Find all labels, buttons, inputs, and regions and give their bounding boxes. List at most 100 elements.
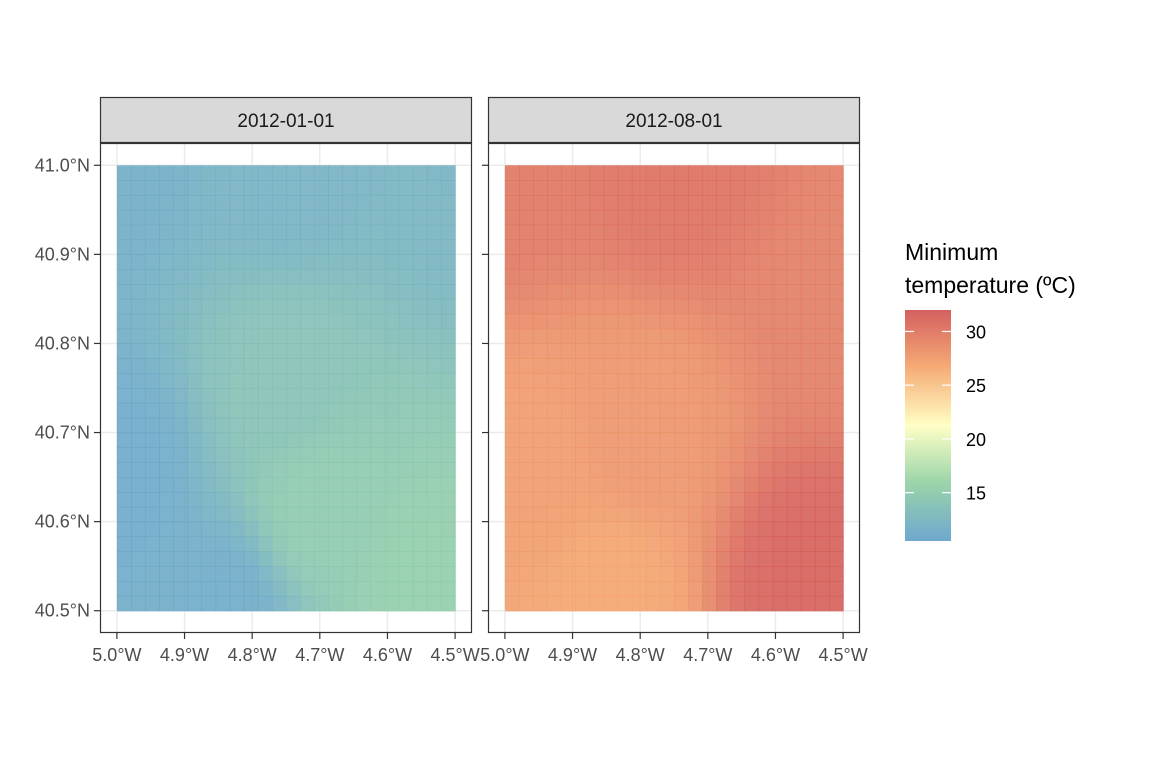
raster-cell — [829, 239, 844, 255]
raster-cell — [173, 566, 188, 582]
raster-cell — [131, 358, 146, 374]
raster-cell — [201, 388, 217, 404]
raster-cell — [257, 477, 273, 493]
raster-cell — [271, 254, 287, 270]
raster-cell — [575, 417, 591, 434]
raster-cell — [547, 313, 562, 330]
raster-cell — [702, 180, 717, 196]
raster-cell — [300, 551, 315, 567]
raster-cell — [426, 536, 442, 552]
raster-cell — [786, 521, 802, 538]
raster-cell — [716, 239, 731, 255]
raster-cell — [786, 165, 802, 181]
raster-cell — [159, 269, 174, 285]
raster-cell — [314, 536, 329, 552]
raster-cell — [702, 506, 717, 523]
raster-cell — [159, 180, 174, 196]
raster-cell — [730, 402, 746, 419]
raster-cell — [800, 194, 816, 211]
raster-cell — [426, 581, 442, 597]
raster-cell — [271, 477, 287, 493]
raster-cell — [617, 595, 633, 612]
raster-cell — [187, 224, 203, 241]
raster-cell — [257, 358, 273, 374]
raster-cell — [702, 239, 717, 255]
raster-cell — [131, 165, 146, 181]
raster-cell — [271, 343, 287, 359]
raster-cell — [159, 462, 174, 478]
raster-cell — [561, 343, 576, 359]
raster-cell — [800, 521, 816, 538]
raster-cell — [271, 536, 287, 552]
raster-cell — [800, 254, 816, 270]
x-axis-tick-label: 4.7°W — [295, 645, 344, 665]
raster-cell — [398, 269, 414, 285]
raster-cell — [398, 462, 414, 478]
raster-cell — [772, 358, 788, 374]
raster-cell — [384, 477, 400, 493]
raster-cell — [561, 239, 576, 255]
raster-cell — [300, 388, 315, 404]
raster-cell — [398, 358, 414, 374]
raster-cell — [173, 432, 188, 448]
raster-cell — [829, 284, 844, 300]
raster-cell — [243, 239, 259, 255]
raster-cell — [786, 447, 802, 463]
raster-cell — [603, 521, 619, 538]
raster-cell — [561, 194, 576, 211]
raster-cell — [187, 194, 203, 211]
raster-cell — [589, 284, 605, 300]
raster-cell — [342, 209, 358, 226]
raster-cell — [342, 551, 358, 567]
raster-cell — [173, 595, 188, 612]
raster-cell — [173, 417, 188, 434]
raster-cell — [547, 521, 562, 538]
raster-cell — [201, 254, 217, 270]
raster-cell — [356, 298, 372, 315]
raster-cell — [575, 373, 591, 389]
raster-cell — [243, 180, 259, 196]
raster-cell — [356, 224, 372, 241]
raster-cell — [145, 506, 160, 523]
raster-cell — [328, 343, 343, 359]
raster-cell — [814, 581, 830, 597]
raster-cell — [215, 566, 231, 582]
raster-cell — [314, 595, 329, 612]
raster-cell — [547, 536, 562, 552]
raster-cell — [829, 388, 844, 404]
raster-cell — [631, 239, 647, 255]
raster-cell — [159, 491, 174, 508]
raster-cell — [426, 462, 442, 478]
raster-cell — [286, 239, 301, 255]
raster-cell — [229, 328, 245, 345]
raster-cell — [441, 343, 456, 359]
raster-cell — [744, 358, 760, 374]
raster-cell — [131, 224, 146, 241]
raster-cell — [201, 447, 217, 463]
raster-cell — [533, 432, 548, 448]
raster-cell — [412, 328, 428, 345]
raster-cell — [631, 417, 647, 434]
raster-cell — [257, 447, 273, 463]
raster-cell — [370, 239, 386, 255]
raster-cell — [145, 269, 160, 285]
raster-cell — [159, 506, 174, 523]
raster-cell — [145, 491, 160, 508]
raster-cell — [384, 506, 400, 523]
raster-cell — [716, 551, 731, 567]
raster-cell — [674, 462, 689, 478]
raster-cell — [716, 506, 731, 523]
raster-cell — [589, 254, 605, 270]
raster-cell — [702, 402, 717, 419]
raster-cell — [575, 328, 591, 345]
raster-cell — [173, 269, 188, 285]
raster-cell — [772, 477, 788, 493]
raster-cell — [617, 358, 633, 374]
raster-cell — [758, 180, 774, 196]
raster-cell — [257, 566, 273, 582]
raster-cell — [589, 536, 605, 552]
raster-cell — [300, 491, 315, 508]
raster-cell — [645, 284, 661, 300]
raster-cell — [441, 595, 456, 612]
raster-cell — [504, 224, 520, 241]
